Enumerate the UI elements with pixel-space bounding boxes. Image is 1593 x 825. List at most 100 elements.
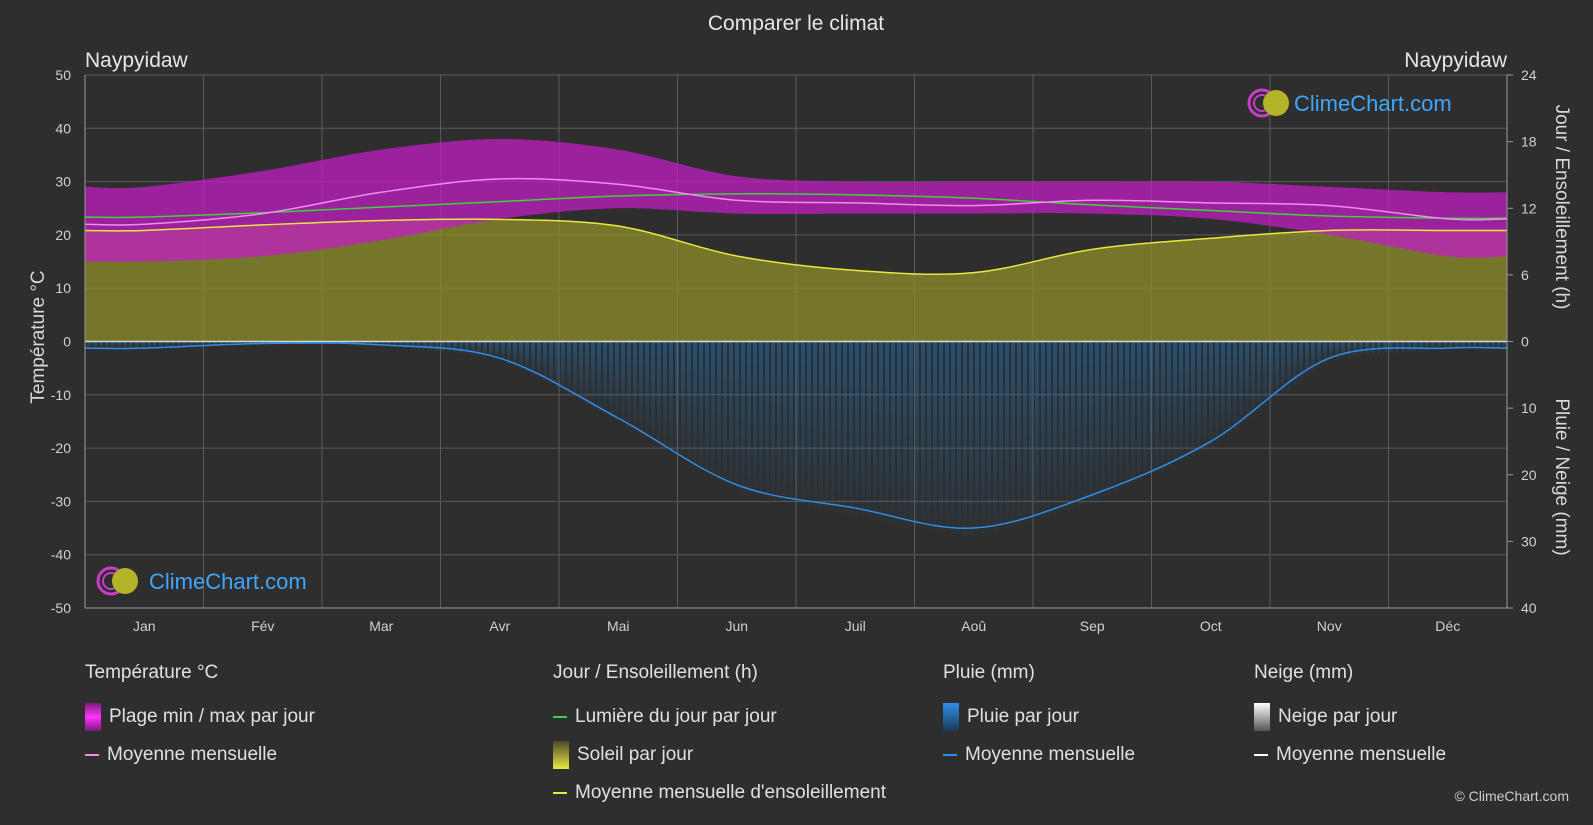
- legend-temperature-band: Plage min / max par jour: [85, 698, 315, 736]
- rain-bar: [267, 341, 271, 344]
- rain-bar: [591, 341, 595, 408]
- y-left-tick-label: 50: [55, 67, 71, 83]
- rain-bar: [723, 341, 727, 484]
- rain-bar: [1317, 341, 1321, 369]
- y-left-tick-label: -10: [51, 387, 71, 403]
- x-tick-label: Fév: [251, 618, 274, 634]
- rain-bar: [741, 341, 745, 493]
- rain-bar: [891, 341, 895, 523]
- rain-bar: [543, 341, 547, 382]
- rain-bar: [1011, 341, 1015, 527]
- rain-bar: [861, 341, 865, 518]
- rain-bar: [525, 341, 529, 373]
- rain-bar: [117, 341, 121, 349]
- rain-bar: [519, 341, 523, 370]
- rain-bar: [579, 341, 583, 402]
- rain-bar: [1305, 341, 1309, 377]
- rain-bar: [483, 341, 487, 358]
- rain-bar: [1053, 341, 1057, 514]
- rain-bar: [867, 341, 871, 519]
- legend-sun-daylight-label: Lumière du jour par jour: [575, 706, 777, 727]
- rain-bar: [1251, 341, 1255, 417]
- rain-bar: [1257, 341, 1261, 413]
- rain-bar: [141, 341, 145, 349]
- rain-bar: [729, 341, 733, 488]
- rain-bar: [1467, 341, 1471, 349]
- rain-bar: [1281, 341, 1285, 395]
- copyright-text: © ClimeChart.com: [1454, 788, 1569, 804]
- rain-bar: [1419, 341, 1423, 352]
- rain-bar: [531, 341, 535, 376]
- rain-bar: [789, 341, 793, 503]
- rain-bar: [1485, 341, 1489, 349]
- legend-swatch-temp-band: [85, 703, 101, 731]
- rain-bar: [513, 341, 517, 367]
- legend-snow-avg-label: Moyenne mensuelle: [1276, 744, 1447, 765]
- rain-bar: [771, 341, 775, 499]
- rain-bar: [111, 341, 115, 349]
- y-left-tick-label: 30: [55, 174, 71, 190]
- legend-temperature-band-label: Plage min / max par jour: [109, 706, 315, 727]
- rain-bar: [561, 341, 565, 392]
- rain-bar: [429, 341, 433, 351]
- rain-bar: [1407, 341, 1411, 353]
- y-axis-left-title: Température °C: [28, 270, 49, 403]
- rain-bar: [639, 341, 643, 435]
- rain-bar: [213, 341, 217, 346]
- rain-bar: [237, 341, 241, 345]
- rain-bar: [933, 341, 937, 531]
- rain-bar: [1059, 341, 1063, 513]
- rain-bar: [909, 341, 913, 526]
- rain-bar: [1179, 341, 1183, 462]
- rain-bar: [453, 341, 457, 354]
- rain-bar: [219, 341, 223, 346]
- brand-logo-bottom: ClimeChart.com: [96, 566, 307, 596]
- y-right-bottom-tick-label: 10: [1521, 400, 1537, 416]
- rain-bar: [1017, 341, 1021, 525]
- legend-swatch-snow-avg: [1254, 754, 1268, 756]
- x-tick-label: Nov: [1317, 618, 1342, 634]
- rain-bar: [255, 341, 259, 344]
- y-left-tick-label: -50: [51, 600, 71, 616]
- y-right-bottom-tick-label: 20: [1521, 467, 1537, 483]
- rain-bar: [717, 341, 721, 481]
- rain-bar: [627, 341, 631, 428]
- rain-bar: [201, 341, 205, 347]
- rain-bar: [921, 341, 925, 529]
- rain-bar: [399, 341, 403, 348]
- brand-logo-top: ClimeChart.com: [1247, 88, 1452, 118]
- x-tick-label: Aoû: [961, 618, 986, 634]
- y-left-tick-label: 40: [55, 120, 71, 136]
- rain-bar: [969, 341, 973, 537]
- rain-bar: [939, 341, 943, 532]
- rain-bar: [585, 341, 589, 405]
- rain-bar: [975, 341, 979, 538]
- rain-bar: [825, 341, 829, 511]
- rain-bar: [423, 341, 427, 350]
- legend-temperature: Température °C Plage min / max par jour …: [85, 662, 315, 774]
- rain-bar: [1149, 341, 1153, 476]
- series-lines: [84, 177, 1508, 530]
- rain-bar: [927, 341, 931, 530]
- rain-bar: [693, 341, 697, 467]
- rain-bar: [795, 341, 799, 504]
- rain-bar: [1263, 341, 1267, 408]
- rain-bar: [1035, 341, 1039, 520]
- rain-bar: [261, 341, 265, 344]
- series-line-sunshine: [84, 218, 1507, 275]
- rain-bar: [435, 341, 439, 352]
- rain-bar: [1107, 341, 1111, 496]
- y-axis-right-bottom-title: Pluie / Neige (mm): [1551, 398, 1572, 555]
- rain-bar: [753, 341, 757, 496]
- rain-bar: [951, 341, 955, 534]
- rain-bar: [1041, 341, 1045, 518]
- rain-bar: [465, 341, 469, 355]
- rain-bar: [963, 341, 967, 536]
- rain-bar: [387, 341, 391, 346]
- rain-bar: [1221, 341, 1225, 439]
- rain-bar: [177, 341, 181, 348]
- legend-sun-avg: Moyenne mensuelle d'ensoleillement: [553, 774, 886, 812]
- rain-bar: [651, 341, 655, 442]
- rain-bar: [1353, 341, 1357, 357]
- rain-bar: [801, 341, 805, 506]
